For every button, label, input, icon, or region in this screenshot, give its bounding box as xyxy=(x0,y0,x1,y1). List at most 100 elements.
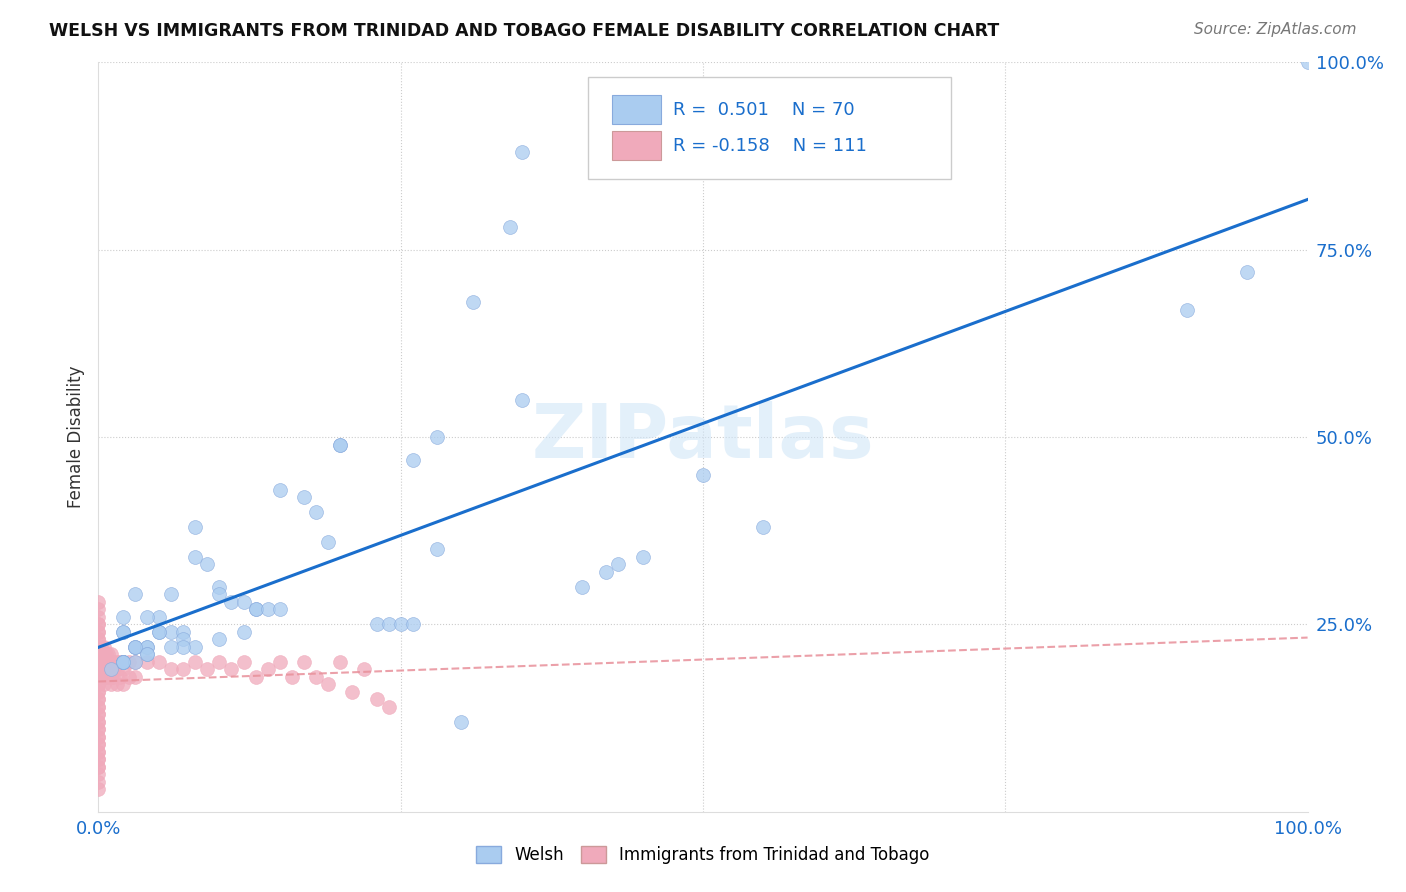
Point xyxy=(571,580,593,594)
Point xyxy=(87,662,110,676)
Point xyxy=(100,670,122,684)
Point xyxy=(87,737,110,751)
Point xyxy=(184,640,207,654)
Point xyxy=(389,617,412,632)
Point xyxy=(135,640,157,654)
Point xyxy=(111,655,134,669)
Point xyxy=(87,782,110,797)
Point xyxy=(1296,55,1319,70)
Point xyxy=(402,452,425,467)
Point xyxy=(87,640,110,654)
Point xyxy=(208,580,231,594)
Point xyxy=(87,745,110,759)
Point xyxy=(87,617,110,632)
FancyBboxPatch shape xyxy=(613,131,661,160)
Point xyxy=(124,655,146,669)
Point xyxy=(752,520,775,534)
Point xyxy=(160,662,183,676)
Point xyxy=(91,655,114,669)
Point xyxy=(135,648,157,662)
Point xyxy=(292,490,315,504)
Point xyxy=(87,602,110,616)
Point xyxy=(87,707,110,722)
Point xyxy=(111,655,134,669)
Point xyxy=(135,648,157,662)
Point xyxy=(269,602,291,616)
Point xyxy=(108,670,131,684)
Legend: Welsh, Immigrants from Trinidad and Tobago: Welsh, Immigrants from Trinidad and Toba… xyxy=(470,839,936,871)
Point xyxy=(96,655,118,669)
Point xyxy=(100,648,122,662)
Point xyxy=(87,723,110,737)
Point xyxy=(135,640,157,654)
Point xyxy=(329,437,352,451)
Point xyxy=(93,677,115,691)
Point xyxy=(87,730,110,744)
Point xyxy=(93,662,115,676)
Point xyxy=(148,624,170,639)
Point xyxy=(221,662,243,676)
Point xyxy=(93,670,115,684)
Point xyxy=(305,670,328,684)
Point xyxy=(124,670,146,684)
Point xyxy=(105,662,128,676)
Point xyxy=(105,655,128,669)
Point xyxy=(329,655,352,669)
Point xyxy=(316,535,339,549)
Point xyxy=(91,655,114,669)
Point xyxy=(87,699,110,714)
Point xyxy=(366,692,388,706)
Point xyxy=(90,648,112,662)
Point xyxy=(160,587,183,601)
Point xyxy=(329,437,352,451)
Point xyxy=(595,565,617,579)
Point xyxy=(245,670,267,684)
Point xyxy=(90,655,112,669)
Point xyxy=(87,714,110,729)
Point xyxy=(402,617,425,632)
Point xyxy=(184,655,207,669)
Point xyxy=(87,685,110,699)
Point xyxy=(124,640,146,654)
Point xyxy=(342,685,364,699)
Point xyxy=(124,640,146,654)
Point xyxy=(377,699,399,714)
Point xyxy=(87,737,110,751)
Point xyxy=(101,670,124,684)
Point xyxy=(91,670,114,684)
Text: R =  0.501    N = 70: R = 0.501 N = 70 xyxy=(672,101,855,119)
Point xyxy=(245,602,267,616)
Point xyxy=(87,760,110,774)
Point xyxy=(232,595,254,609)
Point xyxy=(87,648,110,662)
Point xyxy=(111,624,134,639)
Point xyxy=(195,662,218,676)
Point xyxy=(97,648,120,662)
Point xyxy=(87,730,110,744)
Point xyxy=(91,670,114,684)
Point xyxy=(172,640,194,654)
Point xyxy=(377,617,399,632)
Point xyxy=(281,670,304,684)
Point xyxy=(135,655,157,669)
Point xyxy=(87,767,110,781)
FancyBboxPatch shape xyxy=(588,78,950,178)
Point xyxy=(87,692,110,706)
Point xyxy=(208,587,231,601)
Point xyxy=(111,655,134,669)
Point xyxy=(87,610,110,624)
Point xyxy=(93,640,115,654)
Point xyxy=(316,677,339,691)
FancyBboxPatch shape xyxy=(613,95,661,124)
Point xyxy=(498,220,520,235)
Point xyxy=(94,648,117,662)
Point xyxy=(87,714,110,729)
Point xyxy=(426,430,449,444)
Point xyxy=(111,655,134,669)
Point xyxy=(87,707,110,722)
Point xyxy=(631,549,654,564)
Point xyxy=(111,624,134,639)
Point xyxy=(97,655,120,669)
Point xyxy=(208,655,231,669)
Point xyxy=(100,677,122,691)
